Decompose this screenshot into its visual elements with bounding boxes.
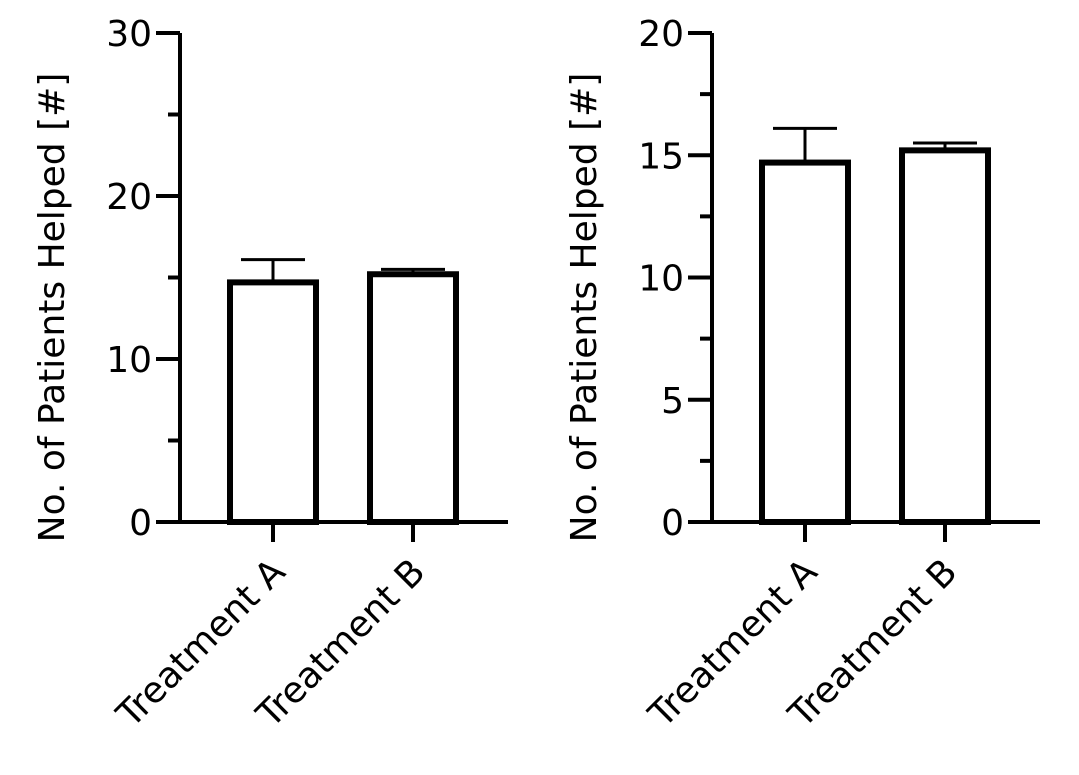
y-axis-title: No. of Patients Helped [#]: [32, 73, 73, 543]
y-tick-label: 0: [661, 503, 684, 544]
y-tick-label: 30: [106, 14, 152, 55]
bar-treatment-b: [367, 271, 459, 525]
y-tick-label: 15: [638, 136, 684, 177]
y-axis-title: No. of Patients Helped [#]: [564, 73, 605, 543]
y-tick-label: 20: [638, 14, 684, 55]
bar-treatment-b: [899, 147, 991, 526]
y-tick-label: 10: [638, 259, 684, 300]
y-tick-label: 0: [129, 503, 152, 544]
bar-treatment-a: [759, 159, 851, 526]
y-tick-label: 20: [106, 177, 152, 218]
y-tick-label: 5: [661, 381, 684, 422]
y-tick-label: 10: [106, 340, 152, 381]
bar-treatment-a: [227, 279, 319, 526]
